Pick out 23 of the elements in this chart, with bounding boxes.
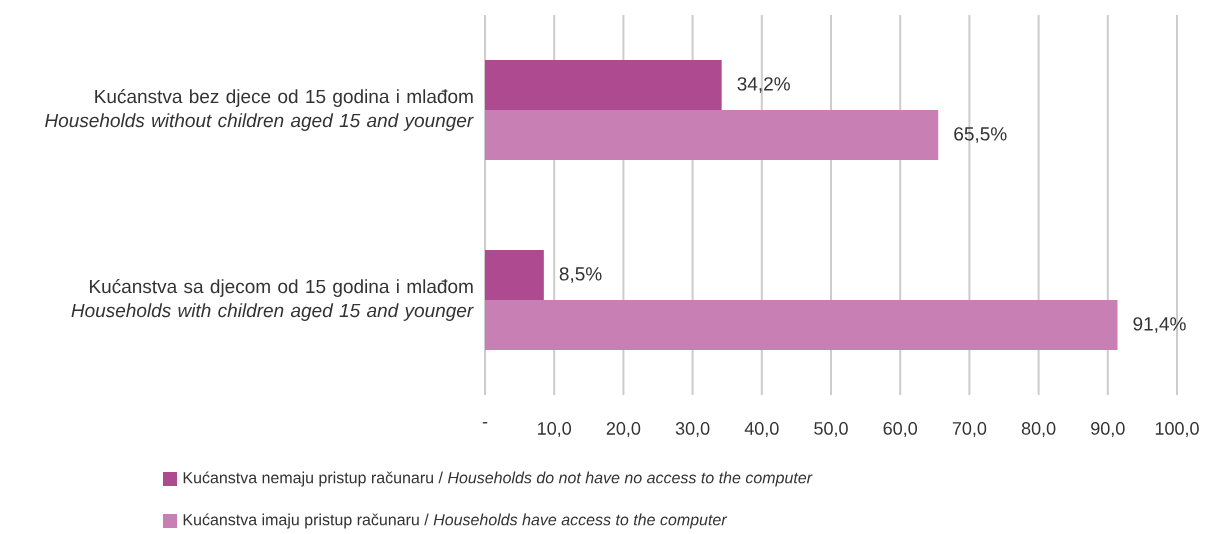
legend-label: Kućanstva nemaju pristup računaru / Households do not have no access to the computer [183,471,813,487]
data-label: 34,2% [737,77,790,93]
x-tick-label: 40,0 [744,422,779,437]
data-label: 8,5% [559,267,602,283]
x-tick-label: 80,0 [1021,422,1056,437]
x-tick-label: 70,0 [952,422,987,437]
x-tick-label: 10,0 [538,422,572,437]
x-tick-label: 50,0 [814,422,848,437]
data-label: 91,4% [1133,317,1186,333]
x-tick-label: - [482,422,488,424]
data-label: 65,5% [954,127,1007,143]
bar [485,109,939,160]
y-tick-label: Kućanstva bez djece od 15 godina i mlađom Households without children aged 15 and younger [45,89,474,131]
x-tick-label: 20,0 [606,422,641,437]
bar [485,299,1118,350]
bar [485,249,544,300]
x-tick-label: 30,0 [675,422,710,437]
x-tick-label: 100,0 [1155,422,1199,437]
x-tick-label: 60,0 [883,422,918,437]
bar [485,60,722,110]
legend-label: Kućanstva imaju pristup računaru / Households have access to the computer [183,513,728,529]
y-tick-label: Kućanstva sa djecom od 15 godina i mlađom Households with children aged 15 and younger [71,279,474,321]
x-tick-label: 90,0 [1091,422,1125,437]
